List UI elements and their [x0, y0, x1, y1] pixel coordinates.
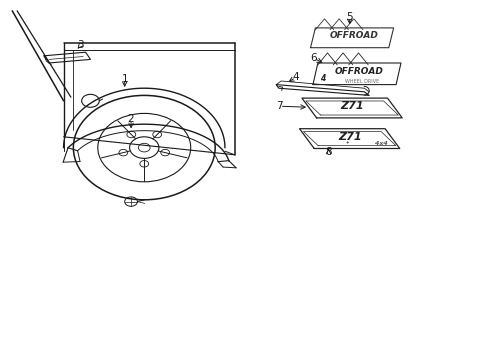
Text: ✦: ✦	[345, 141, 348, 145]
Text: 4: 4	[320, 74, 325, 83]
Text: OFFROAD: OFFROAD	[334, 68, 383, 77]
Text: 8: 8	[325, 147, 331, 157]
Text: 4: 4	[292, 72, 299, 82]
Text: 7: 7	[276, 101, 283, 111]
Text: 5: 5	[346, 12, 352, 22]
Text: 2: 2	[127, 114, 134, 124]
Text: OFFROAD: OFFROAD	[329, 31, 378, 40]
Text: Z71: Z71	[340, 101, 363, 111]
Text: 4x4: 4x4	[374, 141, 386, 145]
Text: 3: 3	[77, 40, 84, 50]
Text: Z71: Z71	[337, 132, 361, 142]
Text: 1: 1	[121, 74, 128, 84]
Text: 6: 6	[310, 53, 317, 63]
Text: WHEEL DRIVE: WHEEL DRIVE	[344, 78, 378, 84]
